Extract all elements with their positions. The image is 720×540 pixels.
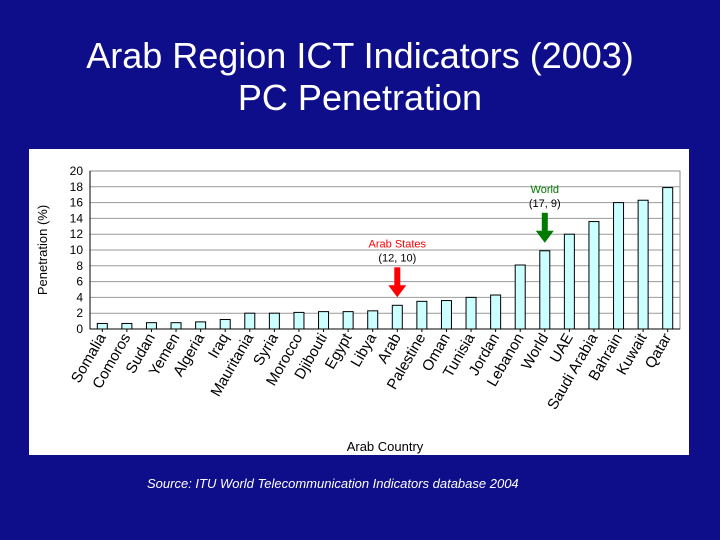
annotation-arrow-head [535, 230, 554, 243]
annotation-label: World [531, 184, 560, 196]
slide-title: Arab Region ICT Indicators (2003) [86, 35, 634, 76]
bar [416, 300, 428, 330]
bar [514, 264, 526, 330]
annotation-arrow-head [388, 285, 407, 298]
bar [342, 311, 354, 330]
y-tick-label: 10 [70, 243, 84, 257]
chart-panel: 0 2 4 6 8 10 12 14 16 18 20 Somalia Comoros Sudan Yem… [29, 149, 689, 455]
bar [121, 322, 133, 330]
bar [219, 319, 231, 330]
bar [391, 304, 403, 330]
y-tick-label: 18 [70, 180, 84, 194]
annotation-value: (17, 9) [529, 198, 561, 210]
bar [195, 321, 207, 330]
bar [613, 202, 625, 330]
bar [637, 199, 649, 330]
bar [170, 322, 182, 330]
bar [96, 322, 108, 330]
slide-subtitle: PC Penetration [237, 77, 483, 118]
y-tick-label: 2 [76, 306, 83, 320]
bar [539, 250, 551, 330]
bar [293, 311, 305, 330]
bar [367, 310, 379, 330]
bar [662, 187, 674, 330]
x-tick-label: Libya [348, 330, 381, 370]
annotation-label: Arab States [369, 238, 427, 250]
bar [244, 312, 256, 330]
x-axis-title: Arab Country [347, 439, 424, 454]
annotation-arrow-shaft [541, 212, 548, 233]
y-tick-label: 6 [76, 275, 83, 289]
bar [268, 312, 280, 330]
y-tick-label: 0 [76, 322, 83, 336]
bar [563, 233, 575, 330]
bar [465, 296, 477, 330]
y-tick-label: 12 [70, 227, 84, 241]
x-tick-label: Egypt [322, 330, 356, 372]
bar [440, 300, 452, 330]
y-tick-label: 4 [76, 290, 83, 304]
y-tick-label: 14 [70, 211, 84, 225]
bar [318, 311, 330, 330]
y-axis-title: Penetration (%) [35, 205, 50, 295]
y-tick-label: 20 [70, 164, 84, 178]
source-note: Source: ITU World Telecommunication Indi… [147, 476, 519, 491]
bar [588, 221, 600, 330]
y-tick-label: 16 [70, 196, 84, 210]
x-tick-label: Qatar [642, 330, 675, 371]
annotation-value: (12, 10) [378, 252, 416, 264]
annotation-arrow-shaft [394, 267, 401, 288]
bar [145, 322, 157, 330]
bar [490, 294, 502, 330]
y-tick-label: 8 [76, 259, 83, 273]
